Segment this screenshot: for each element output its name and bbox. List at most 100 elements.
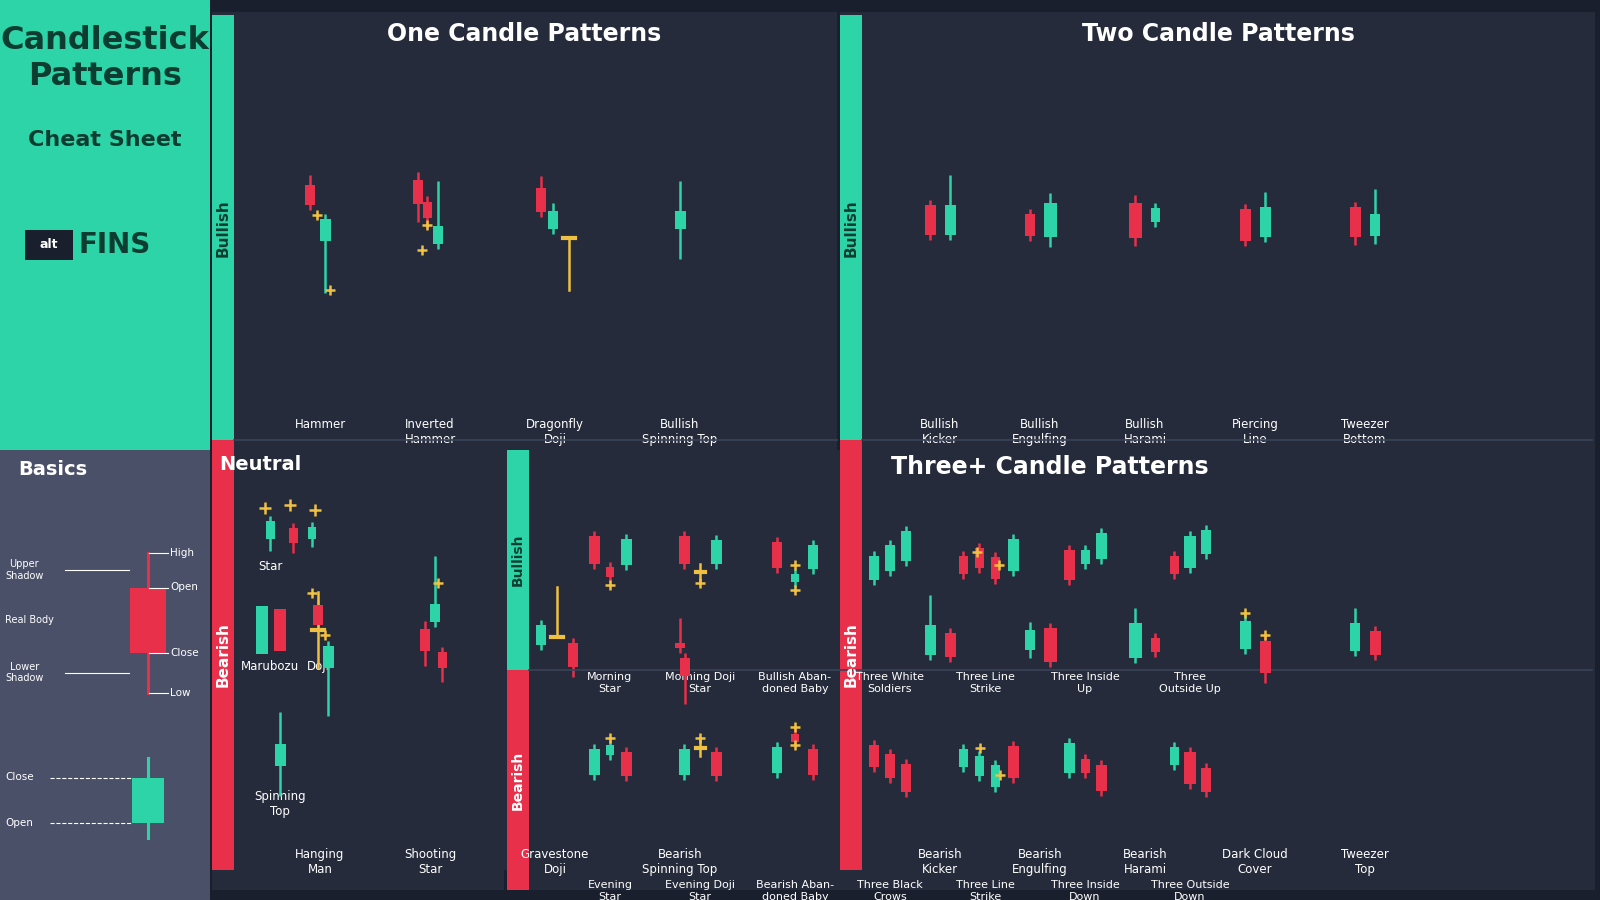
Text: Bearish
Kicker: Bearish Kicker [918, 848, 962, 876]
Bar [256, 606, 269, 654]
Text: Bearish
Harami: Bearish Harami [1123, 848, 1168, 876]
Text: One Candle Patterns: One Candle Patterns [387, 22, 661, 46]
Text: Evening Doji
Star: Evening Doji Star [666, 880, 734, 900]
Bar [885, 754, 894, 778]
Bar [323, 646, 333, 668]
Text: Three Line
Strike: Three Line Strike [955, 880, 1014, 900]
Bar [606, 745, 614, 755]
Bar [1259, 207, 1270, 237]
Bar [1370, 631, 1381, 655]
Bar [790, 574, 798, 582]
Bar [990, 557, 1000, 579]
Bar [413, 180, 422, 204]
Bar [621, 539, 632, 565]
Bar [1150, 638, 1160, 652]
Bar [419, 629, 430, 651]
Text: Shooting
Star: Shooting Star [403, 848, 456, 876]
Text: Bullish Aban-
doned Baby: Bullish Aban- doned Baby [758, 672, 832, 694]
Bar [944, 205, 955, 235]
Bar [434, 226, 443, 244]
Text: Tweezer
Bottom: Tweezer Bottom [1341, 418, 1389, 446]
Text: Bearish: Bearish [843, 623, 859, 688]
Bar [0, 450, 210, 900]
Bar [307, 527, 317, 539]
Bar [1240, 621, 1251, 649]
Text: Tweezer
Top: Tweezer Top [1341, 848, 1389, 876]
Bar [710, 540, 722, 564]
Text: Evening
Star: Evening Star [587, 880, 632, 900]
Text: Bullish: Bullish [510, 534, 525, 586]
Bar [974, 548, 984, 568]
Bar [990, 765, 1000, 787]
Text: Inverted
Hammer: Inverted Hammer [405, 418, 456, 446]
Text: Three Black
Crows: Three Black Crows [858, 880, 923, 900]
Text: Three Inside
Up: Three Inside Up [1051, 672, 1120, 694]
Text: Spinning
Top: Spinning Top [254, 790, 306, 818]
Bar [840, 15, 862, 440]
Text: Star: Star [258, 560, 282, 573]
Text: Hanging
Man: Hanging Man [296, 848, 344, 876]
Bar [507, 450, 1595, 890]
Bar [536, 625, 546, 645]
Bar [678, 749, 690, 775]
Bar [1043, 203, 1056, 237]
Text: Three White
Soldiers: Three White Soldiers [856, 672, 925, 694]
Bar [958, 556, 968, 574]
Bar [1350, 623, 1360, 651]
Bar [507, 670, 530, 890]
Bar [131, 778, 165, 823]
Bar [320, 219, 331, 241]
Text: Close: Close [5, 772, 34, 782]
Text: Bearish
Engulfing: Bearish Engulfing [1013, 848, 1067, 876]
Text: Neutral: Neutral [219, 455, 301, 474]
Bar [314, 605, 323, 625]
Text: Candlestick
Patterns: Candlestick Patterns [0, 25, 210, 92]
Bar [1043, 628, 1056, 662]
Bar [130, 588, 166, 652]
Text: Bullish
Engulfing: Bullish Engulfing [1013, 418, 1067, 446]
Bar [885, 545, 894, 571]
Text: Bearish
Spinning Top: Bearish Spinning Top [642, 848, 718, 876]
Bar [1184, 536, 1197, 568]
Bar [1080, 759, 1090, 773]
Bar [211, 12, 837, 870]
Bar [1096, 533, 1107, 559]
Bar [840, 12, 1595, 870]
Bar [1259, 641, 1270, 673]
Bar [507, 450, 530, 670]
Text: High: High [170, 547, 194, 557]
Text: Bullish
Harami: Bullish Harami [1123, 418, 1166, 446]
Bar [589, 536, 600, 564]
Bar [1064, 743, 1075, 773]
Text: FINS: FINS [78, 231, 150, 259]
Bar [1202, 768, 1211, 792]
Bar [869, 556, 878, 580]
Text: Hammer: Hammer [294, 418, 346, 431]
Bar [675, 643, 685, 647]
Text: Piercing
Line: Piercing Line [1232, 418, 1278, 446]
Bar [1026, 214, 1035, 236]
Text: Bullish
Kicker: Bullish Kicker [920, 418, 960, 446]
Bar [288, 527, 298, 543]
Text: Basics: Basics [18, 460, 86, 479]
Text: Three+ Candle Patterns: Three+ Candle Patterns [891, 455, 1210, 479]
Bar [1170, 747, 1179, 765]
Bar [944, 633, 955, 657]
Text: Morning
Star: Morning Star [587, 672, 632, 694]
Bar [1184, 752, 1197, 784]
Text: Dragonfly
Doji: Dragonfly Doji [526, 418, 584, 446]
Text: Open: Open [170, 582, 198, 592]
Bar [275, 744, 285, 766]
Text: Dark Cloud
Cover: Dark Cloud Cover [1222, 848, 1288, 876]
Text: Bearish Aban-
doned Baby: Bearish Aban- doned Baby [755, 880, 834, 900]
Bar [422, 202, 432, 218]
Bar [1128, 623, 1141, 658]
Bar [901, 764, 910, 792]
Text: Bullish: Bullish [843, 199, 859, 256]
Bar [266, 521, 275, 539]
Bar [678, 536, 690, 564]
Bar [1128, 202, 1141, 238]
Text: Three Inside
Down: Three Inside Down [1051, 880, 1120, 900]
Bar [211, 15, 234, 440]
Bar [790, 734, 798, 742]
